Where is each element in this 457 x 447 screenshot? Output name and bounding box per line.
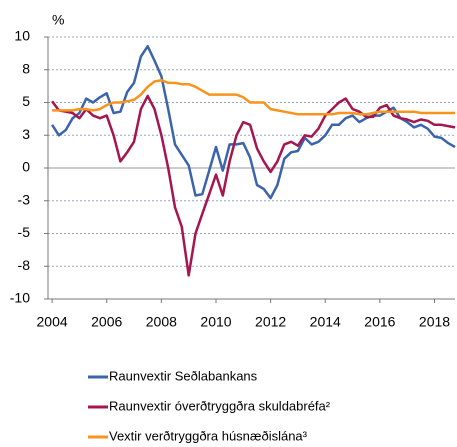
x-tick-label: 2014	[310, 314, 341, 330]
y-tick-label: 0	[22, 159, 30, 175]
x-tick-label: 2006	[91, 314, 122, 330]
y-tick-label: 8	[22, 60, 30, 76]
y-axis-label: %	[52, 12, 64, 28]
x-tick-label: 2008	[146, 314, 177, 330]
x-tick-label: 2016	[364, 314, 395, 330]
x-tick-label: 2018	[419, 314, 450, 330]
legend-label: Raunvextir Seðlabankans	[109, 368, 258, 383]
x-tick-label: 2010	[200, 314, 231, 330]
y-tick-label: -8	[18, 257, 31, 273]
series-line	[51, 44, 456, 200]
y-tick-label: -5	[18, 224, 31, 240]
y-tick-label: -10	[10, 290, 30, 306]
series-line	[51, 94, 456, 277]
legend-label: Vextir verðtryggðra húsnæðislána³	[109, 428, 308, 443]
y-tick-label: 5	[22, 93, 30, 109]
x-tick-label: 2004	[37, 314, 68, 330]
legend-label: Raunvextir óverðtryggðra skuldabréfa²	[109, 398, 331, 413]
y-tick-label: -3	[18, 191, 31, 207]
x-tick-label: 2012	[255, 314, 286, 330]
y-tick-label: 10	[14, 28, 30, 44]
y-tick-label: 3	[22, 126, 30, 142]
series-line	[52, 78, 455, 116]
